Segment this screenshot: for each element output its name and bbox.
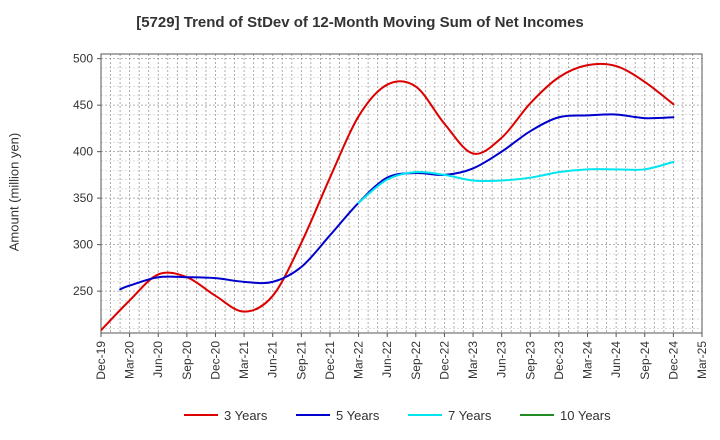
- grid: [100, 54, 703, 333]
- x-tick-label: Dec-19: [94, 341, 108, 380]
- x-tick-label: Mar-22: [352, 341, 366, 379]
- y-tick-label: 400: [73, 145, 93, 159]
- y-tick-label: 350: [73, 191, 93, 205]
- x-tick-label: Mar-23: [466, 341, 480, 379]
- x-tick-label: Sep-20: [180, 341, 194, 380]
- x-tick-label: Jun-24: [609, 341, 623, 378]
- legend: 3 Years 5 Years 7 Years 10 Years: [184, 408, 611, 423]
- y-tick-label: 300: [73, 238, 93, 252]
- x-tick-label: Dec-23: [552, 341, 566, 380]
- plot-frame: [100, 53, 703, 334]
- x-tick-label: Dec-22: [437, 341, 451, 380]
- x-tick-label: Jun-23: [495, 341, 509, 378]
- x-tick-label: Jun-21: [266, 341, 280, 378]
- x-tick-label: Mar-20: [123, 341, 137, 379]
- x-tick-label: Jun-20: [151, 341, 165, 378]
- legend-label-5-years: 5 Years: [336, 408, 380, 423]
- x-tick-label: Mar-25: [695, 341, 709, 379]
- legend-label-7-years: 7 Years: [448, 408, 492, 423]
- x-tick-label: Mar-21: [237, 341, 251, 379]
- x-tick-label: Dec-20: [208, 341, 222, 380]
- x-tick-label: Sep-22: [409, 341, 423, 380]
- legend-label-10-years: 10 Years: [560, 408, 611, 423]
- x-tick-label: Sep-24: [638, 341, 652, 380]
- axes: 250 300 350 400 450 500 Dec-19 Mar-20 Jun-20 Sep-…: [73, 52, 709, 380]
- series-lines: [101, 62, 675, 332]
- y-tick-label: 450: [73, 98, 93, 112]
- x-tick-label: Dec-24: [666, 341, 680, 380]
- series-line-3-years: [101, 62, 675, 332]
- chart-title: [5729] Trend of StDev of 12-Month Moving…: [136, 14, 584, 31]
- x-tick-label: Dec-21: [323, 341, 337, 380]
- x-tick-label: Sep-23: [523, 341, 537, 380]
- x-tick-label: Sep-21: [294, 341, 308, 380]
- y-tick-label: 500: [73, 52, 93, 66]
- legend-label-3-years: 3 Years: [224, 408, 268, 423]
- x-tick-label: Mar-24: [581, 341, 595, 379]
- y-tick-label: 250: [73, 284, 93, 298]
- series-line-5-years: [119, 113, 675, 291]
- x-tick-label: Jun-22: [380, 341, 394, 378]
- series-line-7-years: [357, 160, 675, 204]
